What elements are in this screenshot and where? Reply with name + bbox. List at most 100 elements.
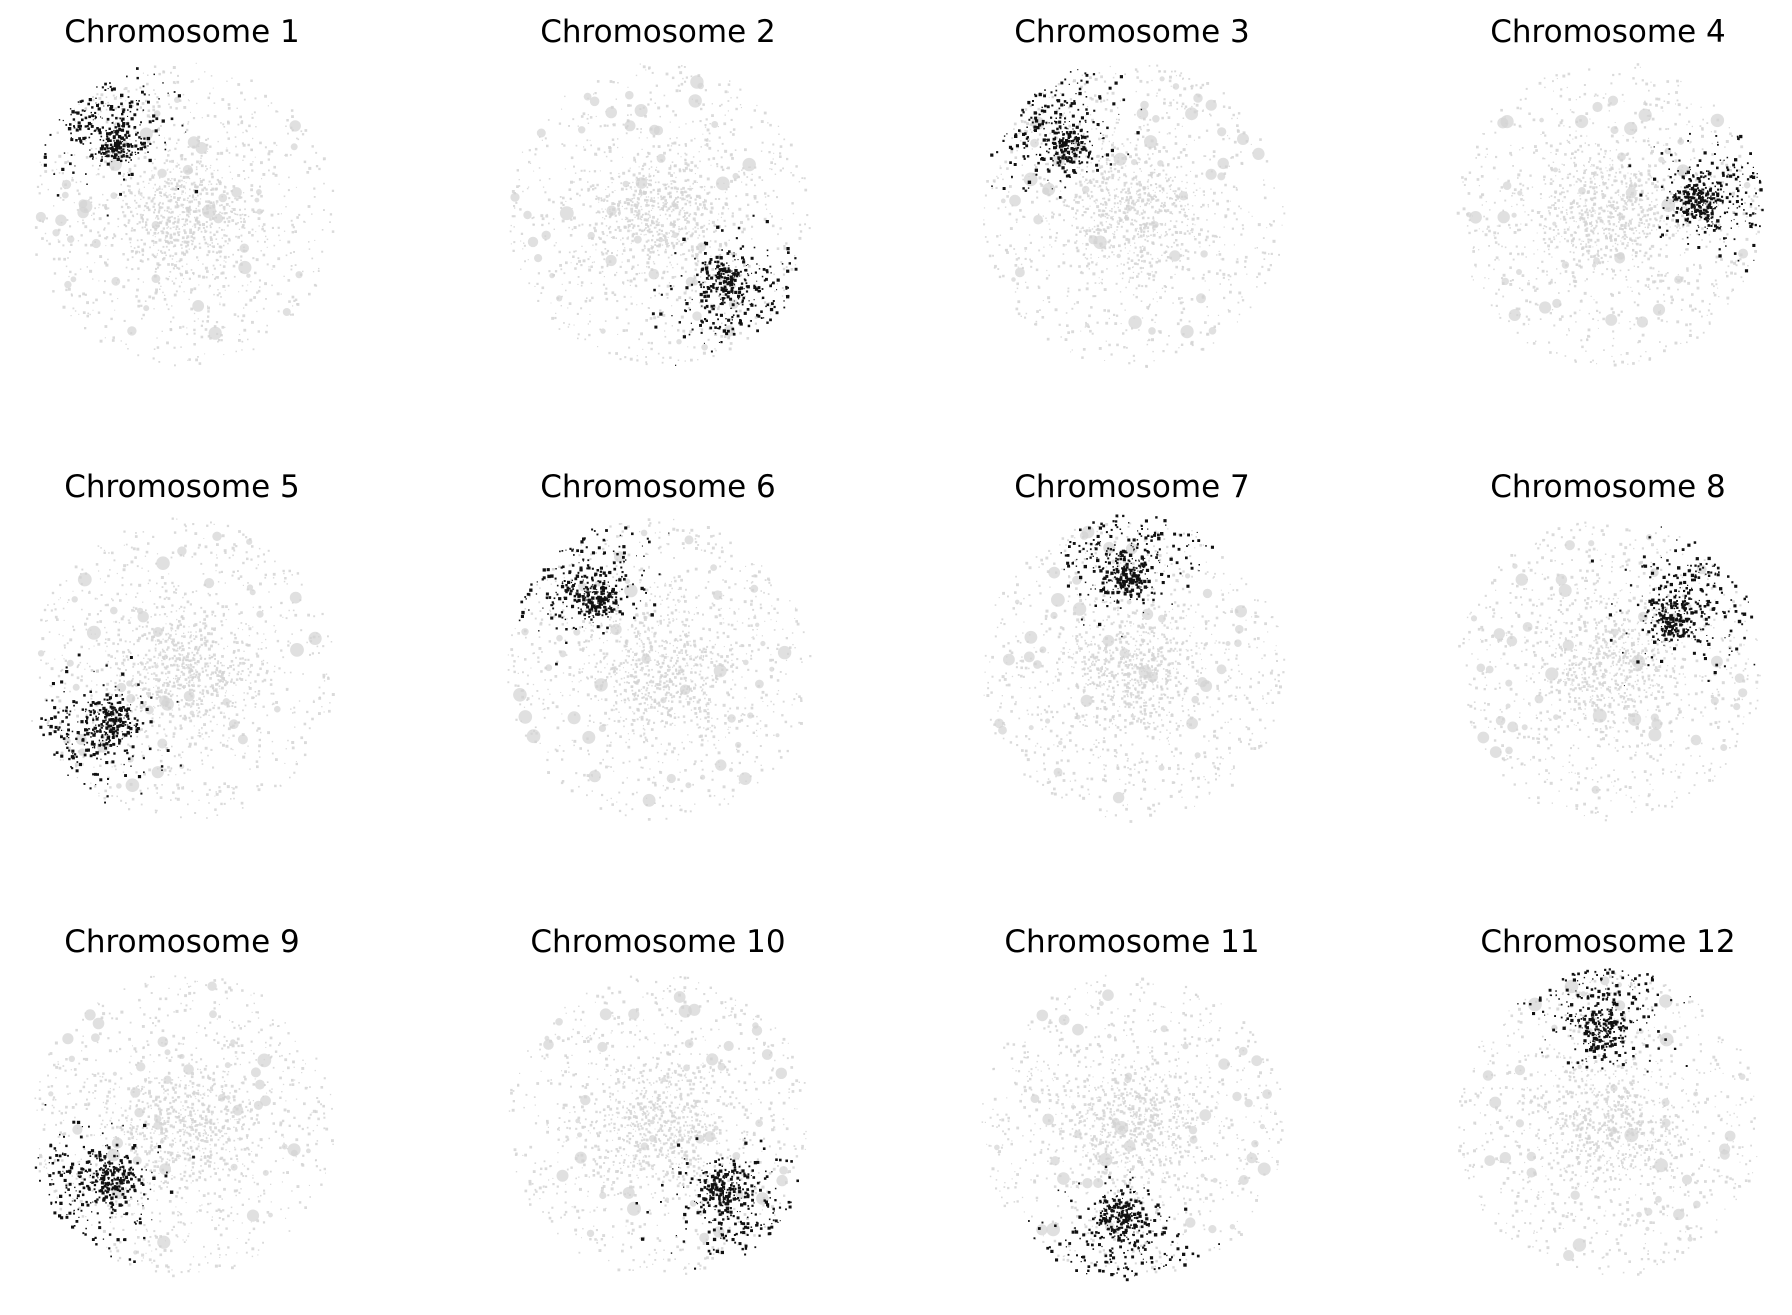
- highlight-point: [769, 307, 774, 312]
- scatter-point: [1156, 211, 1160, 214]
- highlight-point: [101, 151, 104, 154]
- scatter-point: [724, 312, 726, 315]
- scatter-point: [1112, 76, 1115, 79]
- scatter-point: [712, 330, 715, 332]
- scatter-point: [600, 265, 604, 269]
- scatter-point: [145, 99, 148, 103]
- scatter-point: [1082, 348, 1086, 351]
- highlight-point: [99, 147, 104, 151]
- scatter-point: [594, 92, 597, 95]
- scatter-point: [142, 214, 144, 216]
- scatter-point: [1102, 197, 1104, 200]
- scatter-point: [1080, 270, 1083, 273]
- scatter-point: [121, 107, 124, 111]
- scatter-point: [679, 209, 682, 212]
- scatter-point: [1023, 216, 1026, 218]
- scatter-point: [589, 313, 591, 315]
- scatter-point: [141, 253, 144, 256]
- scatter-point: [1066, 324, 1069, 327]
- scatter-point: [197, 229, 199, 231]
- highlight-point: [794, 257, 797, 260]
- scatter-point: [207, 137, 209, 140]
- scatter-point: [666, 297, 669, 299]
- scatter-point: [1119, 217, 1122, 220]
- scatter-point: [727, 208, 730, 210]
- scatter-point: [1073, 199, 1076, 202]
- scatter-point: [687, 178, 690, 182]
- scatter-point: [1083, 253, 1086, 256]
- scatter-point: [1011, 137, 1014, 140]
- scatter-point: [235, 222, 238, 226]
- scatter-point: [586, 117, 589, 120]
- scatter-point: [1116, 226, 1119, 228]
- scatter-point: [142, 72, 144, 74]
- scatter-point: [1179, 254, 1183, 257]
- scatter-point: [117, 298, 119, 300]
- scatter-point: [1140, 248, 1142, 250]
- highlight-point: [69, 123, 72, 126]
- scatter-point: [645, 363, 648, 366]
- scatter-point: [676, 191, 678, 193]
- scatter-point: [1022, 178, 1024, 181]
- scatter-point: [631, 267, 633, 270]
- scatter-point: [186, 263, 188, 265]
- highlight-point: [724, 324, 727, 326]
- scatter-point: [1055, 232, 1058, 235]
- scatter-point: [1176, 108, 1178, 110]
- scatter-point: [191, 243, 194, 246]
- scatter-point: [1078, 166, 1080, 169]
- scatter-point: [219, 252, 221, 254]
- scatter-point: [1035, 268, 1039, 272]
- scatter-point: [741, 169, 743, 171]
- scatter-point: [1108, 176, 1111, 179]
- scatter-point: [195, 199, 198, 201]
- highlight-point: [717, 318, 719, 321]
- scatter-point: [195, 168, 198, 171]
- scatter-point: [1166, 179, 1169, 183]
- highlight-point: [94, 129, 96, 132]
- scatter-point: [659, 228, 661, 231]
- scatter-point: [222, 216, 225, 220]
- scatter-point: [1127, 189, 1130, 193]
- scatter-point: [95, 157, 98, 160]
- scatter-point: [692, 120, 694, 123]
- scatter-point: [628, 198, 631, 201]
- highlight-point: [73, 125, 75, 128]
- scatter-point: [625, 308, 628, 311]
- highlight-point: [720, 276, 724, 279]
- scatter-point: [212, 250, 215, 253]
- scatter-point: [159, 177, 161, 179]
- scatter-point: [1217, 314, 1220, 316]
- scatter-point: [262, 253, 266, 257]
- scatter-point: [1120, 323, 1122, 325]
- scatter-point: [167, 94, 170, 97]
- scatter-point: [192, 194, 194, 196]
- scatter-point: [622, 156, 624, 158]
- highlight-point: [95, 97, 97, 99]
- scatter-point: [638, 228, 642, 232]
- scatter-point: [170, 208, 172, 210]
- scatter-point: [695, 263, 697, 265]
- highlight-point: [685, 286, 689, 290]
- scatter-point: [1016, 221, 1018, 223]
- highlight-point: [96, 86, 98, 88]
- scatter-point: [1108, 200, 1110, 202]
- scatter-point: [1091, 261, 1094, 264]
- scatter-point: [1145, 364, 1148, 368]
- scatter-point: [211, 245, 213, 247]
- scatter-point: [682, 253, 684, 256]
- scatter-point: [681, 193, 684, 197]
- highlight-point: [727, 274, 730, 277]
- scatter-point: [1242, 227, 1245, 230]
- scatter-point: [720, 165, 724, 169]
- scatter-point: [1182, 254, 1185, 257]
- scatter-point: [1186, 144, 1188, 146]
- scatter-point: [1138, 188, 1141, 192]
- scatter-point: [764, 192, 767, 195]
- scatter-point: [145, 147, 148, 150]
- scatter-point: [1031, 200, 1034, 204]
- scatter-point: [1041, 316, 1045, 319]
- highlight-point: [106, 132, 109, 136]
- scatter-point: [210, 183, 213, 185]
- scatter-point: [173, 192, 176, 195]
